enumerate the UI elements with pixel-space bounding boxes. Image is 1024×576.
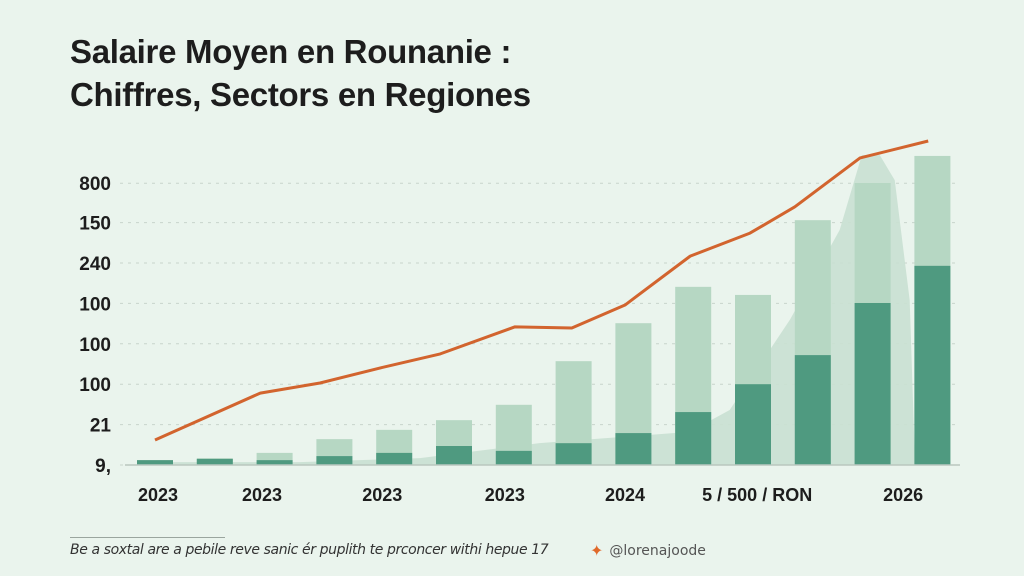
- bar-dark: [196, 458, 233, 465]
- bar-dark: [436, 446, 472, 465]
- y-tick-label: 240: [79, 254, 111, 275]
- handle-text: @lorenajoode: [609, 542, 706, 559]
- x-tick-label: 2026: [883, 485, 923, 505]
- twitter-bird-icon: ✦: [590, 541, 604, 560]
- y-tick-label: 100: [79, 335, 111, 356]
- x-tick-label: 2023: [362, 485, 402, 505]
- title-line-2: Chiffres, Sectors en Regiones: [70, 76, 531, 113]
- bar-dark: [675, 412, 712, 465]
- x-tick-label: 5 / 500 / RON: [702, 485, 812, 505]
- bar-dark: [495, 450, 532, 465]
- x-tick-label: 2023: [242, 485, 282, 505]
- chart-title: Salaire Moyen en Rounanie : Chiffres, Se…: [70, 30, 531, 116]
- footer-divider: [70, 537, 225, 538]
- x-tick-label: 2024: [605, 485, 645, 505]
- x-tick-label: 2023: [485, 485, 525, 505]
- bar-dark: [735, 384, 771, 465]
- y-tick-label: 150: [79, 214, 111, 235]
- bar-dark: [137, 460, 173, 465]
- twitter-handle[interactable]: ✦ @lorenajoode: [590, 541, 706, 560]
- bar-dark: [555, 443, 592, 465]
- y-tick-label: 21: [90, 416, 112, 437]
- bar-dark: [316, 456, 353, 465]
- y-tick-label: 100: [79, 375, 111, 396]
- background-area: [135, 155, 916, 465]
- y-tick-label: 100: [79, 294, 111, 315]
- x-tick-label: 2023: [138, 485, 178, 505]
- bar-dark: [615, 433, 652, 465]
- bar-dark: [854, 302, 891, 465]
- footer-note: Be a soxtal are a pebile reve sanic ér p…: [70, 542, 549, 558]
- bar-dark: [256, 460, 293, 465]
- bar-dark: [914, 265, 951, 465]
- y-tick-label: 9,: [95, 456, 111, 477]
- bar-dark: [794, 355, 831, 465]
- bar-dark: [376, 452, 413, 465]
- y-tick-label: 800: [79, 174, 111, 195]
- title-line-1: Salaire Moyen en Rounanie :: [70, 33, 512, 70]
